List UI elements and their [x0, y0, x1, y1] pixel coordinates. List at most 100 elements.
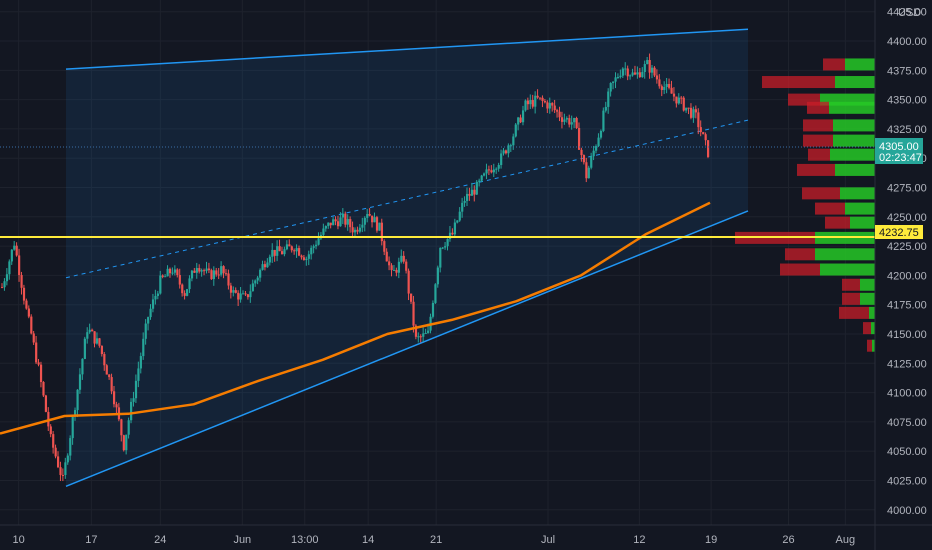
- candle-body: [78, 374, 82, 390]
- price-axis[interactable]: 4000.00 4025.00 4050.00 4075.00 4100.00 4125.…: [874, 0, 927, 550]
- candle-body: [64, 462, 67, 475]
- candle-body: [10, 249, 13, 262]
- candle-body: [151, 299, 155, 309]
- time-axis[interactable]: 10 17 24 Jun 13:00 14 21 Jul 12 19 26 Aug: [0, 524, 932, 546]
- candle-body: [298, 248, 301, 256]
- candle-body: [239, 293, 242, 300]
- candle-body: [689, 107, 693, 118]
- candle-body: [132, 398, 135, 402]
- candle-body: [232, 290, 235, 293]
- candle-body: [307, 254, 310, 259]
- candle-body: [670, 87, 673, 94]
- candle-body: [507, 145, 510, 154]
- candle-body: [193, 270, 196, 273]
- regression-channel[interactable]: [65, 28, 749, 488]
- candle-body: [234, 290, 237, 293]
- candle-body: [74, 410, 77, 417]
- candle-body: [582, 155, 586, 163]
- candle-body: [336, 221, 340, 227]
- candle-body: [612, 81, 615, 84]
- last-price-label: 4305.00: [879, 141, 919, 153]
- candle-body: [699, 127, 702, 133]
- y-tick-label: 4250.00: [887, 212, 927, 224]
- candle-body: [42, 381, 45, 396]
- candle-body: [682, 97, 685, 111]
- candle-body: [69, 438, 72, 456]
- y-tick-label: 4100.00: [887, 388, 927, 400]
- candle-body: [76, 389, 79, 411]
- candle-body: [356, 229, 359, 232]
- candle-body: [658, 79, 661, 87]
- candle-body: [417, 336, 420, 338]
- volume-profile-down: [785, 248, 815, 261]
- candle-body: [363, 217, 366, 225]
- candle-body: [181, 284, 184, 294]
- candle-body: [315, 244, 318, 247]
- candle-body: [56, 456, 60, 468]
- candle-body: [626, 68, 629, 77]
- volume-profile-down: [867, 339, 872, 352]
- channel-fill: [66, 29, 748, 487]
- candle-body: [371, 215, 374, 223]
- candle-body: [98, 338, 101, 346]
- candle-body: [305, 258, 308, 261]
- x-tick-label: 13:00: [291, 534, 319, 546]
- candle-body: [375, 217, 379, 231]
- candle-body: [130, 401, 133, 421]
- candle-body: [159, 275, 162, 294]
- candle-body: [560, 117, 564, 122]
- candle-body: [483, 173, 486, 176]
- candle-body: [105, 365, 108, 375]
- candle-body: [227, 273, 230, 286]
- candle-body: [266, 262, 269, 268]
- grid: [0, 0, 875, 525]
- candle-body: [597, 137, 600, 147]
- candle-body: [3, 281, 6, 288]
- candle-body: [519, 117, 522, 123]
- candle-body: [568, 118, 571, 125]
- candle-body: [54, 447, 57, 457]
- candle-body: [614, 77, 617, 82]
- candle-body: [198, 268, 201, 272]
- candle-body: [112, 391, 116, 405]
- volume-profile-up: [835, 163, 875, 176]
- candle-body: [704, 134, 707, 141]
- candle-body: [592, 150, 595, 157]
- candle-body: [15, 245, 18, 256]
- candle-body: [431, 302, 435, 317]
- x-tick-label: 21: [430, 534, 442, 546]
- y-tick-label: 4150.00: [887, 329, 927, 341]
- y-tick-label: 4325.00: [887, 124, 927, 136]
- candle-body: [271, 249, 274, 257]
- candle-body: [470, 189, 474, 196]
- candle-body: [687, 107, 690, 109]
- channel-lower-line: [65, 210, 749, 488]
- candle-body: [149, 308, 152, 318]
- candle-body: [166, 268, 169, 277]
- candle-body: [91, 329, 94, 332]
- candle-body: [207, 268, 211, 271]
- candle-body: [93, 331, 96, 344]
- candle-body: [439, 247, 442, 268]
- candle-body: [156, 293, 160, 296]
- y-tick-label: 4225.00: [887, 241, 927, 253]
- x-tick-label: 12: [633, 534, 645, 546]
- candle-body: [585, 162, 588, 179]
- candle-body: [290, 246, 293, 251]
- candle-body: [694, 109, 698, 113]
- candle-body: [633, 72, 637, 75]
- candle-body: [200, 270, 203, 272]
- candle-body: [346, 219, 349, 225]
- candle-body: [276, 246, 279, 256]
- candle-body: [665, 83, 668, 87]
- candle-body: [171, 272, 174, 274]
- candle-body: [278, 246, 281, 252]
- candle-body: [456, 220, 459, 223]
- candle-body: [536, 95, 539, 98]
- y-tick-label: 4075.00: [887, 417, 927, 429]
- candle-body: [183, 293, 186, 296]
- volume-profile-up: [840, 187, 875, 200]
- candle-body: [100, 345, 104, 355]
- candle-body: [451, 232, 454, 235]
